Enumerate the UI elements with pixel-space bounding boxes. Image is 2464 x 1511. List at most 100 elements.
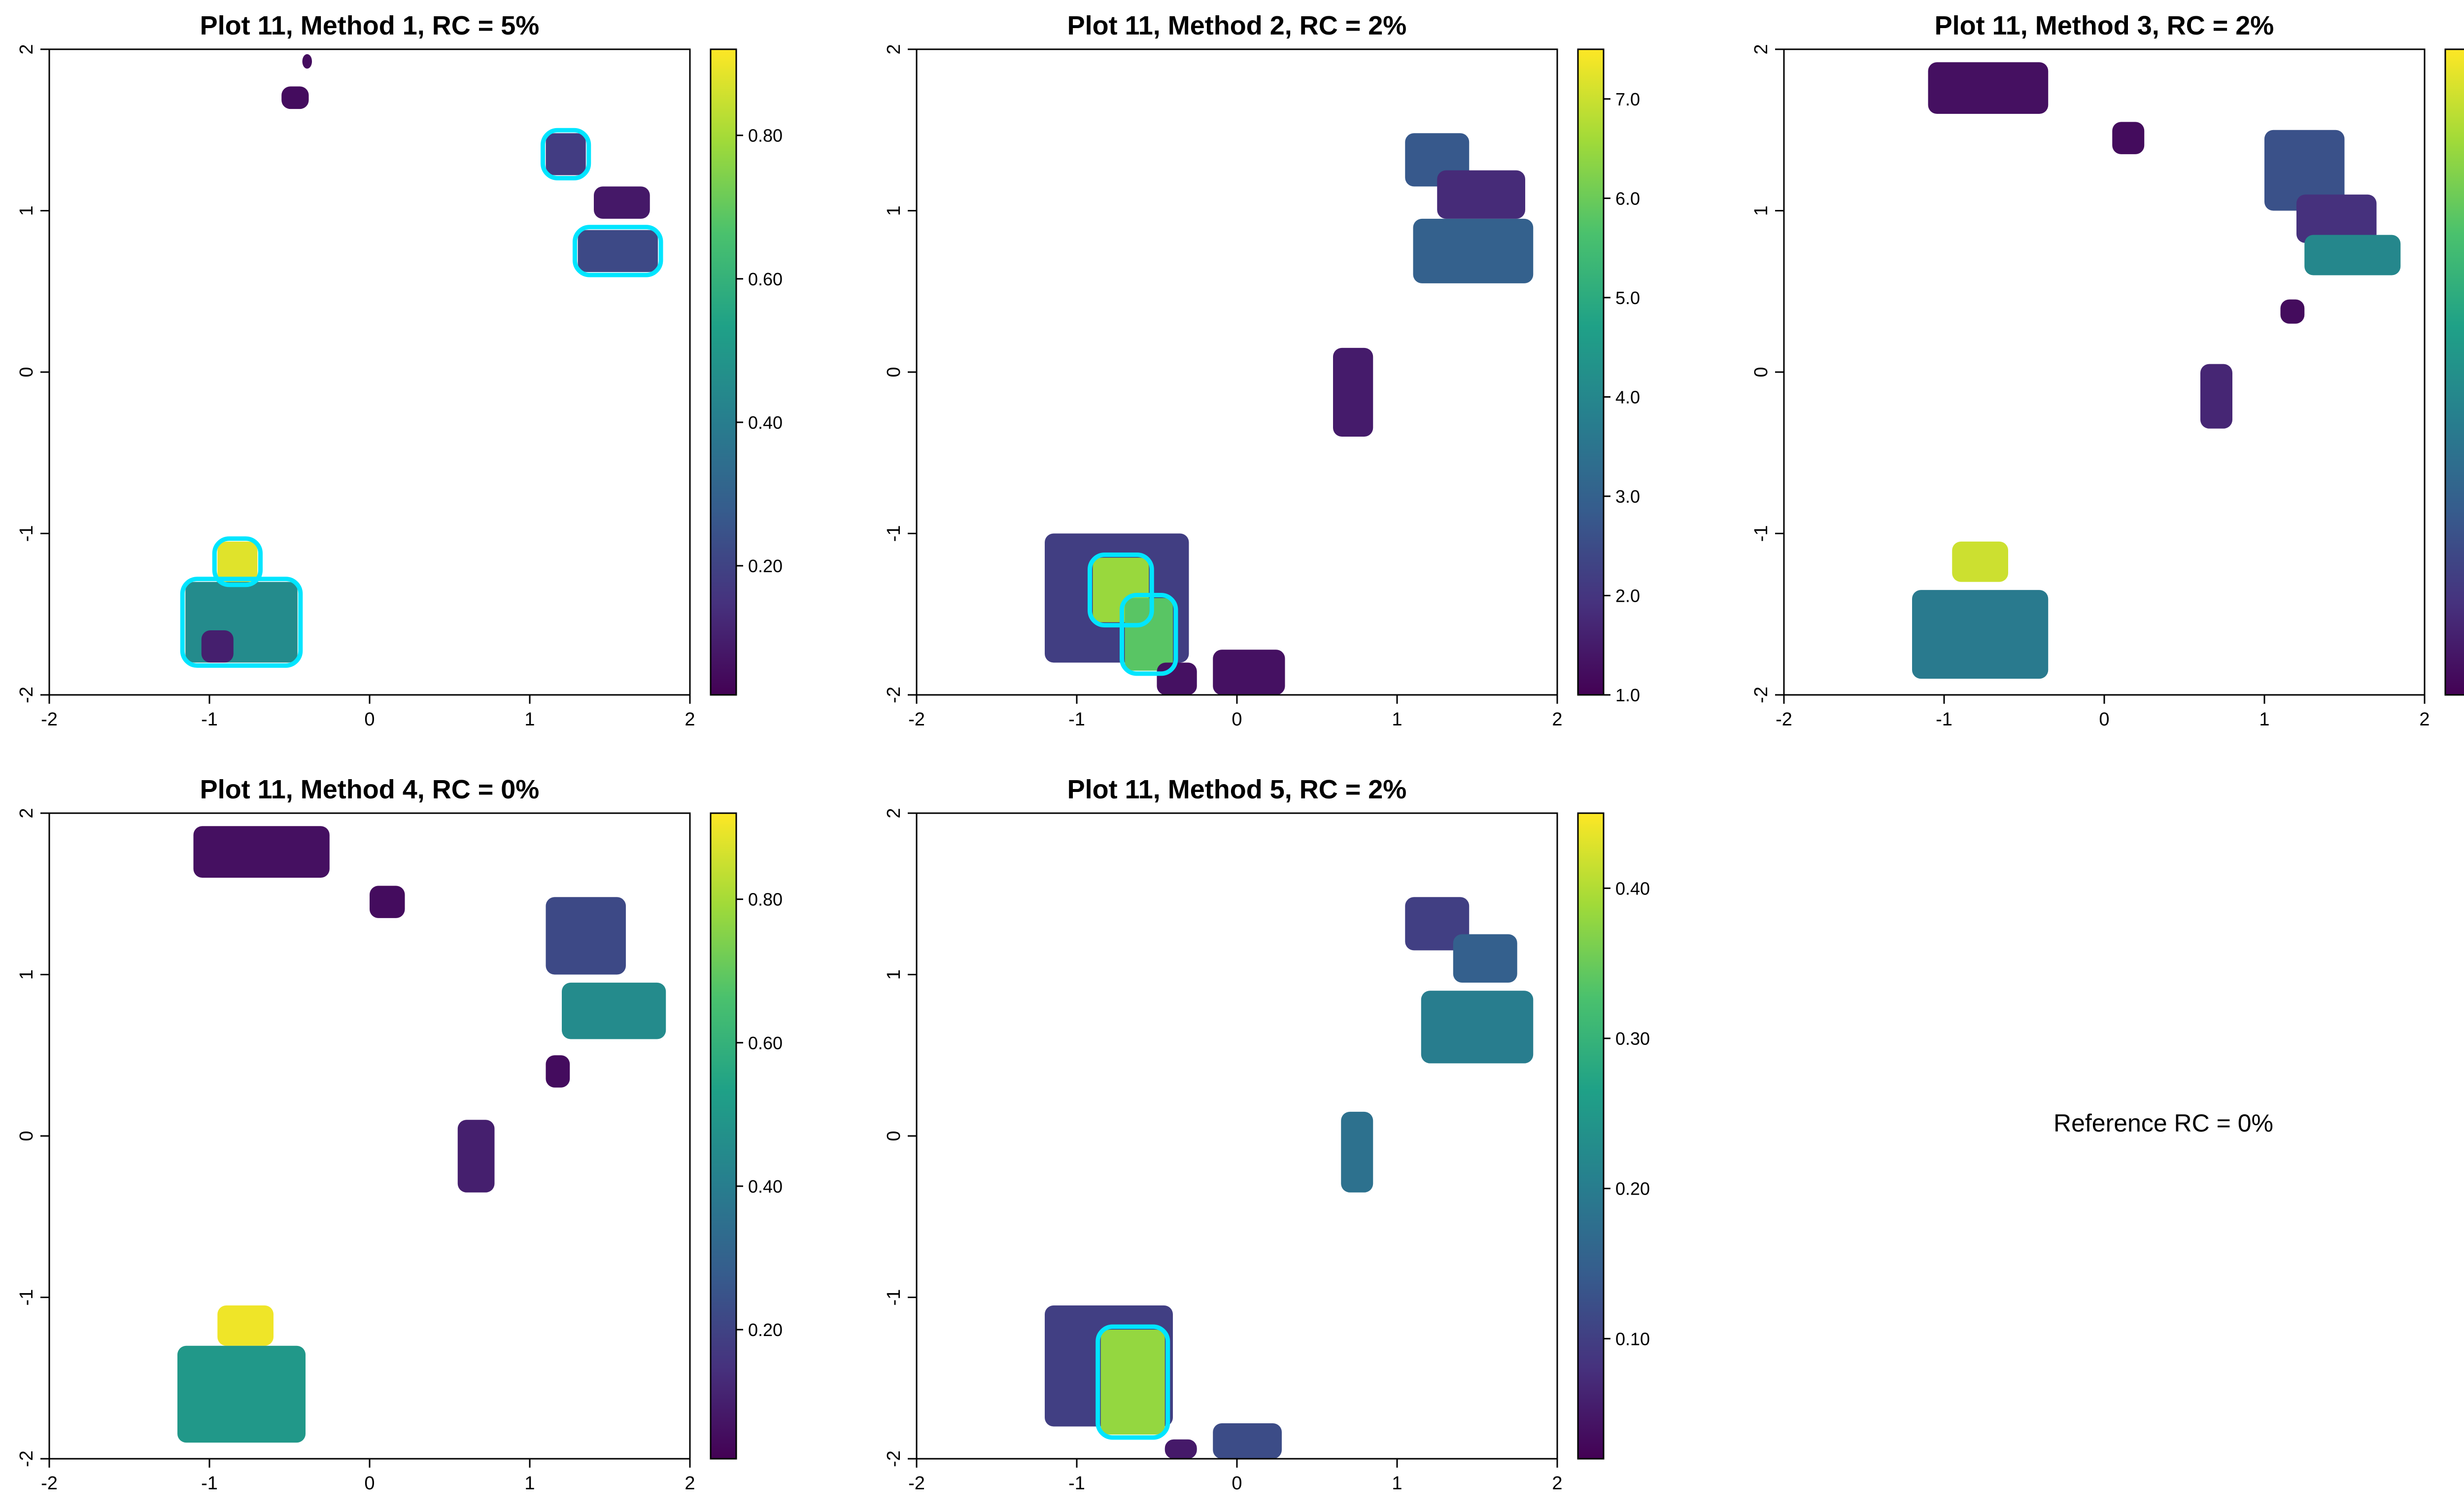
- heat-patch: [1413, 218, 1534, 283]
- y-tick-label: -1: [16, 525, 37, 542]
- x-tick-label: 0: [2099, 709, 2109, 730]
- colorbar-tick-label: 3.0: [1615, 486, 1640, 507]
- x-tick-label: -1: [1936, 709, 1952, 730]
- heat-patch: [2280, 299, 2305, 324]
- heat-patch: [177, 1345, 306, 1443]
- heat-patch: [2304, 235, 2401, 275]
- heat-patch: [1157, 662, 1197, 695]
- colorbar-tick-label: 7.0: [1615, 89, 1640, 109]
- colorbar-tick-label: 0.20: [748, 556, 783, 576]
- colorbar-tick-label: 0.40: [748, 1176, 783, 1197]
- plot-frame: [48, 48, 691, 696]
- colorbar-tick-label: 6.0: [1615, 188, 1640, 208]
- contour-line: [180, 577, 303, 668]
- colorbar-tick-label: 0.40: [1615, 878, 1650, 898]
- x-tick-label: -1: [1068, 709, 1085, 730]
- x-tick-label: -2: [41, 1473, 58, 1494]
- heat-patch: [546, 1055, 570, 1088]
- y-tick-label: 1: [1751, 206, 1772, 216]
- colorbar-tick-label: 0.80: [748, 126, 783, 146]
- colorbar-tick-label: 0.60: [748, 269, 783, 289]
- colorbar: [1577, 48, 1605, 696]
- x-tick-label: 1: [524, 709, 535, 730]
- panel-title: Plot 11, Method 4, RC = 0%: [200, 775, 540, 804]
- colorbar: [710, 812, 737, 1460]
- colorbar-tick-label: 2.0: [1615, 585, 1640, 606]
- x-tick-label: 0: [1232, 709, 1242, 730]
- heat-patch: [193, 826, 330, 878]
- colorbar: [2444, 48, 2464, 696]
- panel-2: Plot 11, Method 2, RC = 2% -2 -1 0 1 2 -2 -1 0 1 2…: [884, 11, 1640, 730]
- heat-patch: [302, 54, 312, 69]
- heat-patch: [1333, 347, 1373, 437]
- heat-patch: [281, 86, 309, 109]
- y-tick-label: 0: [16, 1131, 37, 1141]
- x-tick-label: 1: [2259, 709, 2269, 730]
- x-tick-label: 2: [1552, 1473, 1562, 1494]
- x-tick-label: -2: [908, 709, 925, 730]
- colorbar-tick-label: 0.20: [748, 1320, 783, 1340]
- y-tick-label: 0: [16, 367, 37, 377]
- colorbar-tick-label: 0.30: [1615, 1029, 1650, 1049]
- colorbar: [710, 48, 737, 696]
- heat-patch: [217, 541, 258, 582]
- y-tick-label: -2: [884, 1450, 904, 1467]
- heat-patch: [457, 1120, 495, 1193]
- heat-patch: [1952, 541, 2008, 582]
- panel-title: Plot 11, Method 5, RC = 2%: [1067, 775, 1407, 804]
- x-tick-label: 1: [1392, 1473, 1402, 1494]
- heat-patch: [1405, 897, 1470, 951]
- x-tick-label: -2: [1776, 709, 1792, 730]
- x-tick-label: 2: [2419, 709, 2430, 730]
- y-tick-label: 2: [884, 808, 904, 818]
- panel-4: Plot 11, Method 4, RC = 0% -2 -1 0 1 2 -2 -1 0 1 2…: [16, 775, 783, 1494]
- colorbar-tick-label: 0.20: [1615, 1179, 1650, 1199]
- panel-1: Plot 11, Method 1, RC = 5% -2 -1 0 1 2 -2 -1 0 1 2…: [16, 11, 783, 730]
- heat-patch: [1421, 991, 1534, 1064]
- colorbar: [1577, 812, 1605, 1460]
- heat-patch: [1164, 1439, 1197, 1459]
- x-tick-label: 0: [364, 709, 375, 730]
- contour-line: [573, 225, 663, 277]
- y-tick-label: 2: [16, 808, 37, 818]
- heat-patch: [2264, 130, 2345, 211]
- heat-patch: [1125, 598, 1173, 671]
- y-tick-label: 0: [884, 1131, 904, 1141]
- y-tick-label: -1: [1751, 525, 1772, 542]
- heat-patch: [2200, 364, 2232, 429]
- y-tick-label: 1: [884, 206, 904, 216]
- contour-line: [1120, 593, 1178, 676]
- y-tick-label: 0: [884, 367, 904, 377]
- heat-patch: [1341, 1111, 1373, 1193]
- y-tick-label: -2: [884, 687, 904, 703]
- panel-title: Plot 11, Method 2, RC = 2%: [1067, 11, 1407, 40]
- heat-patch: [1928, 62, 2049, 114]
- x-tick-label: -1: [201, 1473, 218, 1494]
- y-tick-label: 1: [16, 969, 37, 980]
- x-tick-label: 2: [1552, 709, 1562, 730]
- contour-line: [1095, 1324, 1170, 1440]
- heat-patch: [370, 886, 405, 918]
- y-tick-label: -2: [16, 687, 37, 703]
- colorbar-tick-label: 0.60: [748, 1033, 783, 1053]
- heat-patch: [594, 186, 650, 219]
- x-tick-label: 2: [684, 709, 695, 730]
- heat-patch: [546, 133, 586, 175]
- panel-3: Plot 11, Method 3, RC = 2% -2 -1 0 1 2 -2 -1 0 1 2…: [1751, 11, 2464, 730]
- y-tick-label: 1: [884, 969, 904, 980]
- x-tick-label: 0: [1232, 1473, 1242, 1494]
- x-tick-label: -1: [201, 709, 218, 730]
- y-tick-label: 1: [16, 206, 37, 216]
- colorbar-tick-label: 0.80: [748, 890, 783, 910]
- y-tick-label: -2: [16, 1450, 37, 1467]
- x-tick-label: -1: [1068, 1473, 1085, 1494]
- heat-patch: [1437, 170, 1525, 219]
- y-tick-label: -1: [884, 525, 904, 542]
- x-tick-label: 1: [524, 1473, 535, 1494]
- y-tick-label: 2: [1751, 44, 1772, 54]
- heat-patch: [1213, 650, 1285, 695]
- heat-patch: [1213, 1423, 1282, 1459]
- heat-patch: [1453, 934, 1517, 983]
- heat-patch: [1912, 590, 2049, 679]
